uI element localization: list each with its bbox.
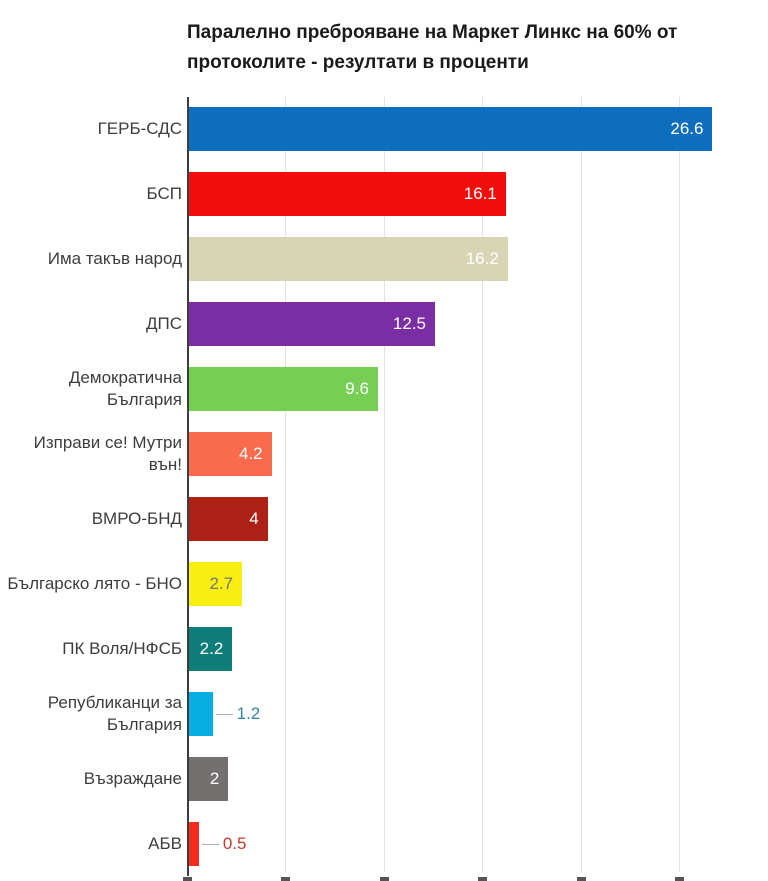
bar	[189, 821, 199, 866]
bar: 2.7	[189, 561, 243, 606]
category-label: Българско лято - БНО	[7, 573, 182, 593]
bar-value-label: 2.2	[199, 638, 224, 658]
chart-title: Паралелно преброяване на Маркет Линкс на…	[187, 22, 678, 73]
bar-row: 2	[187, 756, 768, 801]
bar-value-label: 4.2	[239, 444, 263, 464]
bar: 2	[189, 756, 229, 801]
bar-value-label: 4	[249, 508, 259, 528]
bar-value-label: 2.7	[209, 573, 234, 593]
category-label: Има такъв народ	[47, 249, 182, 269]
bar-value-label: 1.2	[236, 703, 261, 723]
gridline	[482, 97, 484, 872]
bar-value-label: 16.2	[465, 249, 499, 269]
bar-row: 16.1	[187, 172, 768, 217]
gridline	[679, 97, 680, 872]
bar-value-label: 16.1	[463, 184, 497, 204]
bar-row: 1.2	[187, 691, 768, 736]
category-label: Изправи се! Мутри вън!	[33, 433, 182, 475]
x-tick-stub	[379, 877, 389, 881]
category-label: Републиканци за България	[47, 692, 182, 734]
category-axis: ГЕРБ-СДС БСП Има такъв народ ДПС Демократичн…	[0, 97, 182, 876]
category-label: Възраждане	[83, 768, 182, 788]
bar-value-label: 2	[209, 768, 220, 788]
category-label: ВМРО-БНД	[91, 508, 182, 528]
bar-value-label: 0.5	[222, 833, 247, 853]
gridline	[383, 97, 385, 872]
bar-value-label: 9.6	[345, 379, 369, 399]
category-label: ДПС	[145, 314, 182, 334]
bar-row: 16.2	[187, 237, 768, 282]
bar: 4.2	[189, 432, 272, 477]
category-label: ПК Воля/НФСБ	[62, 638, 182, 658]
x-tick-stub	[576, 877, 586, 881]
category-label: ГЕРБ-СДС	[97, 119, 182, 139]
gridline	[580, 97, 582, 872]
gridline	[285, 97, 287, 872]
bar-row: 4.2	[187, 432, 768, 477]
plot-area: 26.6 16.1 16.2 12.5 9.6 4.2 4 2.7 2.2 1.2 2 0.5	[187, 97, 768, 876]
bar: 26.6	[189, 107, 713, 152]
bar-row: 2.2	[187, 626, 768, 671]
bar: 12.5	[189, 302, 435, 347]
bar: 16.1	[189, 172, 506, 217]
bar-row: 2.7	[187, 561, 768, 606]
x-tick-stub	[478, 877, 488, 881]
bar-row: 0.5	[187, 821, 768, 866]
x-tick-stub	[675, 877, 684, 881]
category-label: Демократична България	[68, 368, 182, 410]
bar-row: 4	[187, 496, 768, 541]
bar: 2.2	[189, 626, 233, 671]
x-tick-stub	[281, 877, 291, 881]
bar: 4	[189, 496, 268, 541]
leader-line	[201, 843, 219, 845]
category-label: АБВ	[148, 833, 182, 853]
bar: 9.6	[189, 367, 378, 412]
leader-line	[215, 713, 233, 715]
bar-row: 9.6	[187, 367, 768, 412]
bar: 16.2	[189, 237, 508, 282]
category-label: БСП	[146, 184, 182, 204]
bar-value-label: 26.6	[670, 119, 704, 139]
bar-row: 26.6	[187, 107, 768, 152]
bar	[189, 691, 213, 736]
x-tick-stub	[183, 877, 192, 881]
bar-value-label: 12.5	[392, 314, 426, 334]
y-axis-line	[187, 97, 189, 876]
bar-row: 12.5	[187, 302, 768, 347]
